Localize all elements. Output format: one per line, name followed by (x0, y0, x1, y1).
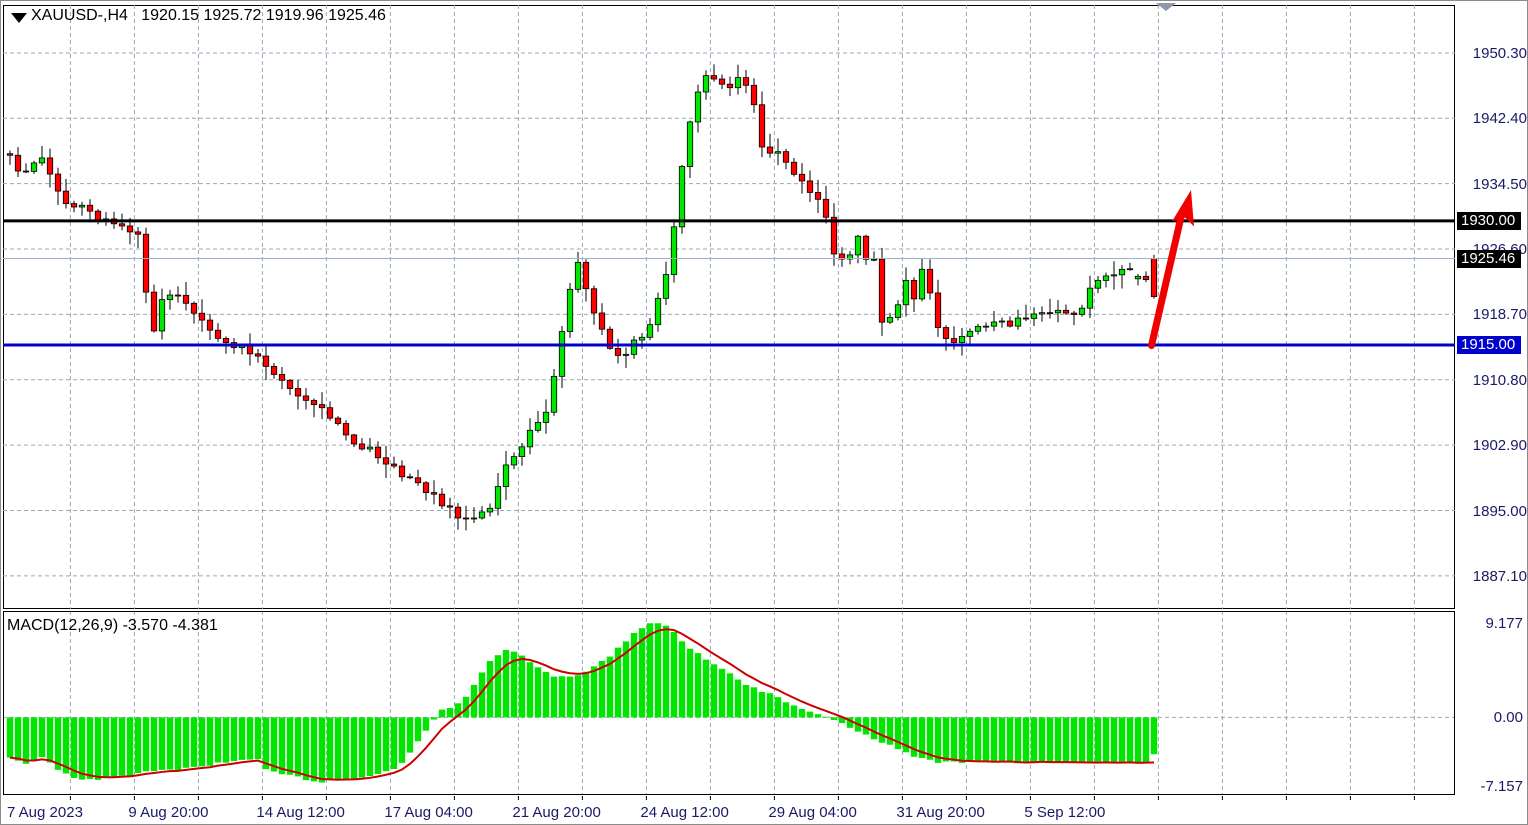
svg-text:17 Aug 04:00: 17 Aug 04:00 (384, 804, 472, 821)
svg-text:29 Aug 04:00: 29 Aug 04:00 (768, 804, 856, 821)
svg-text:9 Aug 20:00: 9 Aug 20:00 (128, 804, 208, 821)
svg-text:14 Aug 12:00: 14 Aug 12:00 (256, 804, 344, 821)
svg-text:7 Aug 2023: 7 Aug 2023 (7, 804, 83, 821)
svg-text:21 Aug 20:00: 21 Aug 20:00 (512, 804, 600, 821)
svg-text:24 Aug 12:00: 24 Aug 12:00 (640, 804, 728, 821)
svg-text:31 Aug 20:00: 31 Aug 20:00 (896, 804, 984, 821)
svg-text:5 Sep 12:00: 5 Sep 12:00 (1024, 804, 1105, 821)
